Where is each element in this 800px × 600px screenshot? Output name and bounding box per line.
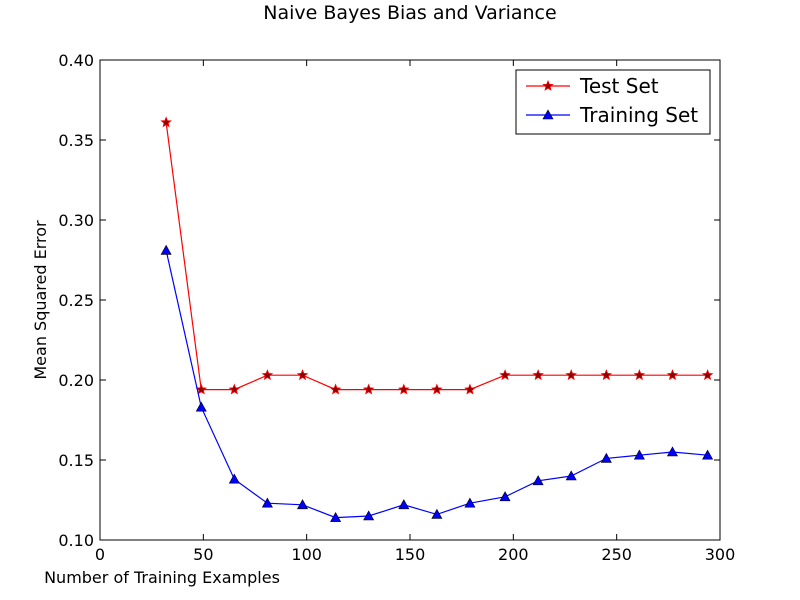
x-tick-label: 0 xyxy=(95,545,105,564)
training-set-point xyxy=(431,508,443,519)
legend-label-test-set: Test Set xyxy=(579,74,659,98)
test-set-point xyxy=(633,369,646,381)
training-set-point xyxy=(666,446,678,457)
test-set-point xyxy=(464,383,476,395)
test-set-point xyxy=(261,369,274,381)
test-set-point xyxy=(195,383,208,395)
training-set-point xyxy=(195,401,207,412)
test-set-point xyxy=(499,369,511,381)
y-tick-label: 0.10 xyxy=(58,531,94,550)
y-tick-label: 0.25 xyxy=(58,291,94,310)
training-set-point xyxy=(702,449,714,460)
y-tick-label: 0.35 xyxy=(58,131,94,150)
training-set-point xyxy=(464,497,476,508)
chart-title: Naive Bayes Bias and Variance xyxy=(263,2,556,24)
training-set-point xyxy=(398,499,410,510)
test-set-point xyxy=(600,369,613,381)
series-training-set xyxy=(160,244,714,522)
legend-box xyxy=(515,69,711,135)
test-set-point xyxy=(362,383,375,395)
legend-entries: Test Set Training Set xyxy=(526,74,698,127)
y-tick-label: 0.20 xyxy=(58,371,94,390)
training-set-point xyxy=(600,452,612,463)
training-set-point xyxy=(499,491,511,502)
training-set-point xyxy=(330,511,342,522)
test-set-point xyxy=(701,369,714,381)
test-set-point xyxy=(431,383,443,395)
series-layer xyxy=(160,116,714,522)
legend-marker-training-set xyxy=(542,109,554,120)
training-set-point xyxy=(565,470,577,481)
x-tick-label: 150 xyxy=(395,545,426,564)
training-set-point xyxy=(363,510,375,521)
legend: Test Set Training Set xyxy=(515,69,711,135)
training-set-point xyxy=(228,473,240,484)
test-set-point xyxy=(666,369,679,381)
training-set-point xyxy=(297,499,309,510)
y-tick-label: 0.30 xyxy=(58,211,94,230)
series-test-set xyxy=(160,116,714,395)
training-set-point xyxy=(532,475,544,486)
axis-ticks: 0 50 100 150 200 250 300 0.10 0.15 0.20 0.25 0.30 0.… xyxy=(58,51,735,564)
test-set-point xyxy=(160,116,172,128)
x-tick-label: 100 xyxy=(291,545,322,564)
training-set-point xyxy=(633,449,645,460)
x-tick-label: 50 xyxy=(193,545,213,564)
x-tick-label: 300 xyxy=(705,545,736,564)
y-tick-label: 0.15 xyxy=(58,451,94,470)
legend-label-training-set: Training Set xyxy=(579,103,698,127)
x-axis-title: Number of Training Examples xyxy=(44,568,280,587)
y-tick-label: 0.40 xyxy=(58,51,94,70)
test-set-point xyxy=(329,383,342,395)
test-set-point xyxy=(398,383,410,395)
test-set-point xyxy=(228,383,241,395)
plot-area-frame xyxy=(99,59,721,541)
training-set-point xyxy=(261,497,273,508)
x-tick-label: 250 xyxy=(601,545,632,564)
legend-marker-test-set xyxy=(542,79,554,91)
x-tick-label: 200 xyxy=(498,545,529,564)
training-set-point xyxy=(160,244,172,255)
y-axis-title: Mean Squared Error xyxy=(31,220,50,380)
test-set-point xyxy=(565,369,577,381)
test-set-point xyxy=(532,369,544,381)
test-set-point xyxy=(296,369,309,381)
